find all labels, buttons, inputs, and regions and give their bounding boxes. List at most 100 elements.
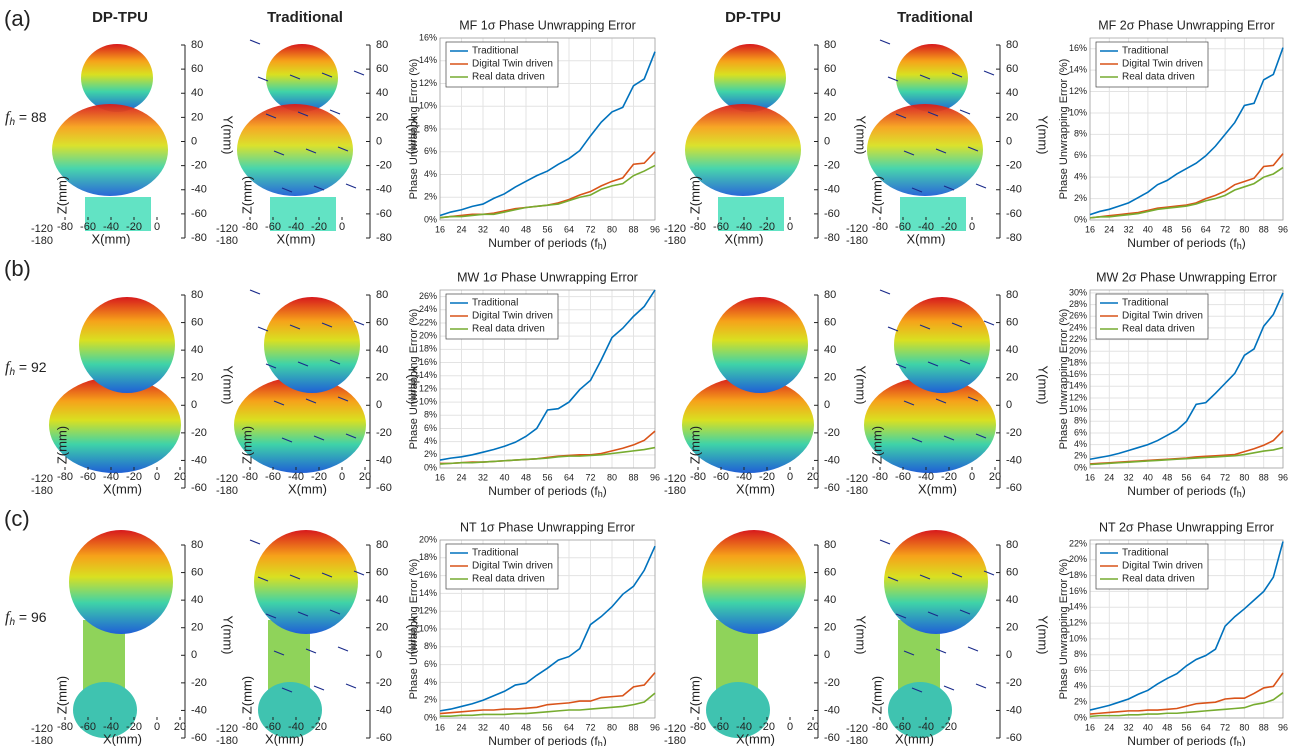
x-tick-label: -40: [288, 471, 304, 483]
render-artifact: [353, 320, 365, 326]
x-tick-label: 72: [585, 722, 595, 732]
x-tick-label: -80: [242, 471, 258, 483]
x-axis-title: X(mm): [907, 231, 946, 246]
x-tick-label: 80: [607, 472, 617, 482]
y-tick-label: -60: [1006, 732, 1022, 744]
x-tick-label: -60: [713, 471, 729, 483]
x-tick-label: 56: [542, 722, 552, 732]
x-axis-label-part: h: [598, 739, 603, 746]
y-tick-label: 10%: [1069, 404, 1087, 414]
render-artifact: [959, 109, 971, 115]
chart-title: MW 2σ Phase Unwrapping Error: [1096, 270, 1277, 284]
legend-label: Digital Twin driven: [472, 59, 553, 70]
z-tick-label: -120: [846, 723, 868, 735]
render-bust: [864, 377, 996, 473]
render-artifact: [281, 437, 293, 443]
render-artifact: [281, 187, 293, 193]
y-tick-label: -40: [191, 184, 207, 196]
param-value: = 88: [15, 109, 47, 125]
x-tick-label: -60: [895, 721, 911, 733]
plot-frame: [439, 289, 656, 469]
z-axis-title: Z(mm): [54, 426, 69, 464]
series-line: [439, 446, 656, 465]
x-axis-label-part: ): [1242, 484, 1246, 498]
x-tick-label: -60: [265, 221, 281, 233]
param-sub: h: [9, 617, 15, 628]
x-axis-title: X(mm): [92, 231, 131, 246]
x-tick-label: -80: [57, 721, 73, 733]
render-artifact: [983, 70, 995, 76]
series-line: [440, 692, 656, 718]
x-tick-label: -20: [759, 471, 775, 483]
y-tick-label: 10%: [419, 623, 437, 633]
y-tick-label: 80: [1006, 39, 1018, 51]
x-axis-label-part: h: [1237, 739, 1242, 746]
x-tick-label: 88: [1259, 224, 1269, 234]
x-tick-label: 72: [585, 224, 595, 234]
render-artifact: [337, 146, 349, 152]
y-tick-label: 22%: [1069, 538, 1087, 548]
x-tick-label: 16: [1085, 722, 1095, 732]
y-tick-label: 0: [376, 399, 382, 411]
y-tick-label: 0: [191, 399, 197, 411]
x-tick-label: 56: [542, 472, 552, 482]
y-tick-label: 6%: [1074, 427, 1087, 437]
x-axis-title: X(mm): [103, 481, 142, 496]
render-artifact: [951, 72, 963, 78]
x-tick-label: 0: [154, 721, 160, 733]
y-tick-label: 40: [1006, 344, 1018, 356]
chart-title: NT 1σ Phase Unwrapping Error: [460, 520, 635, 534]
render-artifact: [345, 683, 357, 689]
x-tick-label: -60: [895, 471, 911, 483]
y-tick-label: 2%: [424, 449, 437, 459]
legend-label: Traditional: [1122, 46, 1168, 57]
render-artifact: [289, 324, 301, 330]
render-artifact: [967, 646, 979, 652]
x-tick-label: 40: [499, 722, 509, 732]
render-artifact: [911, 687, 923, 693]
x-tick-label: 32: [1124, 224, 1134, 234]
x-tick-label: -40: [288, 721, 304, 733]
z-tick-label: -180: [846, 735, 868, 746]
y-tick-label: 60: [376, 566, 388, 578]
x-axis-label: Number of periods (fh): [488, 236, 606, 251]
y-tick-label: -60: [376, 482, 392, 494]
x-tick-label: -60: [80, 721, 96, 733]
x-tick-label: -80: [57, 471, 73, 483]
x-tick-label: 40: [499, 224, 509, 234]
panel-label: (b): [4, 256, 31, 281]
y-tick-label: 12%: [1069, 392, 1087, 402]
y-tick-label: 20: [1006, 622, 1018, 634]
x-tick-label: 16: [435, 224, 445, 234]
y-tick-label: 8%: [1074, 416, 1087, 426]
x-tick-label: -40: [103, 721, 119, 733]
y-tick-label: 22%: [1069, 334, 1087, 344]
render-head: [712, 297, 808, 393]
x-axis-label-part: Number of periods (f: [1127, 734, 1237, 746]
z-axis-title: Z(mm): [869, 176, 884, 214]
z-tick-label: -180: [31, 735, 53, 746]
y-tick-label: 10%: [1069, 107, 1087, 117]
x-axis-label-part: Number of periods (f: [488, 236, 598, 250]
y-tick-label: 10%: [419, 101, 437, 111]
column-title: DP-TPU: [725, 9, 781, 26]
y-tick-label: 6%: [424, 423, 437, 433]
legend-label: Traditional: [1122, 298, 1168, 309]
x-tick-label: 24: [1104, 722, 1114, 732]
render-artifact: [927, 611, 939, 617]
render-head: [896, 44, 968, 112]
render-artifact: [353, 70, 365, 76]
x-tick-label: 0: [787, 721, 793, 733]
render-artifact: [911, 437, 923, 443]
y-tick-label: 60: [376, 316, 388, 328]
y-tick-label: 60: [376, 63, 388, 75]
render-artifact: [919, 574, 931, 580]
y-tick-label: 26%: [419, 291, 437, 301]
y-axis-label: Phase Unwrapping Error (%): [408, 59, 420, 200]
render-artifact: [943, 435, 955, 441]
y-tick-label: -60: [824, 732, 840, 744]
render-head: [81, 44, 153, 112]
x-tick-label: -40: [736, 721, 752, 733]
render-artifact: [879, 539, 891, 545]
y-tick-label: 0: [376, 649, 382, 661]
